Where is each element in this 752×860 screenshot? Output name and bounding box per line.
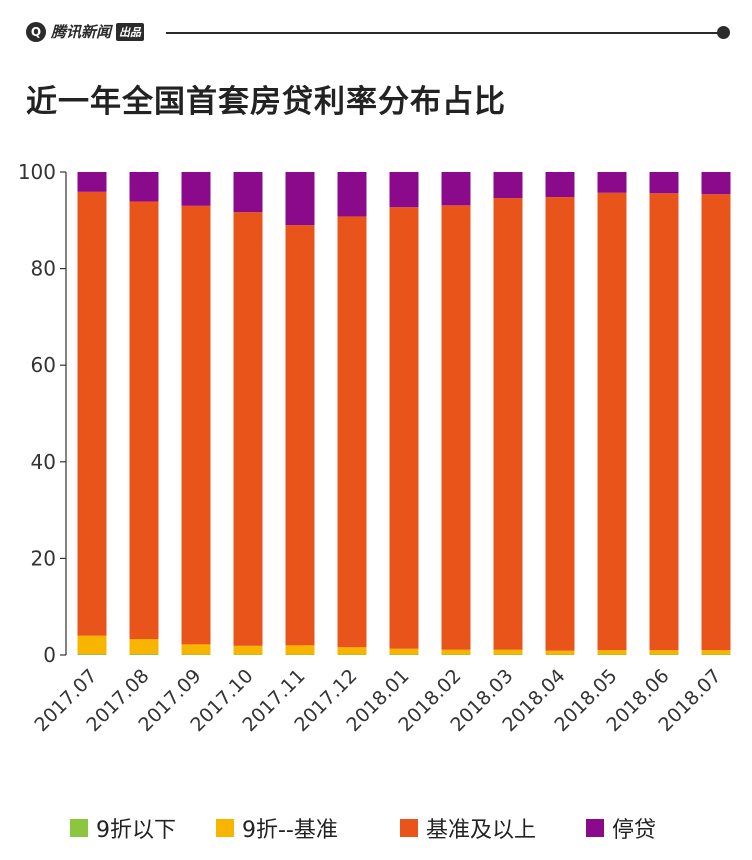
header-bar: Q 腾讯新闻 出品 [0, 0, 752, 66]
legend-item: 基准及以上 [400, 812, 536, 844]
y-tick-label: 40 [31, 450, 56, 474]
bar-segment-4 [181, 172, 211, 206]
bar-segment-2 [441, 649, 471, 655]
bar-segment-3 [441, 205, 471, 650]
header-divider [166, 32, 722, 34]
bar-segment-4 [129, 172, 159, 202]
bar-segment-4 [285, 172, 315, 226]
header-dot [717, 26, 730, 39]
y-tick-label: 100 [18, 160, 56, 184]
legend-item: 停贷 [586, 812, 656, 844]
bar-segment-2 [493, 649, 523, 655]
bar-segment-2 [181, 644, 211, 655]
legend-item: 9折--基准 [216, 812, 338, 844]
bar-segment-3 [493, 198, 523, 650]
legend-label: 9折--基准 [242, 818, 338, 843]
y-tick-label: 60 [31, 353, 56, 377]
bar-segment-2 [649, 650, 679, 655]
logo-icon: Q [26, 21, 46, 42]
legend-item: 9折以下 [70, 812, 176, 844]
legend-label: 基准及以上 [426, 818, 537, 843]
bar-segment-2 [129, 639, 159, 655]
bar-segment-2 [701, 650, 731, 655]
legend-label: 9折以下 [96, 818, 176, 843]
bar-segment-4 [77, 172, 107, 192]
bar-segment-2 [77, 635, 107, 655]
bar-segment-3 [597, 192, 627, 651]
bar-segment-4 [597, 172, 627, 193]
bar-segment-4 [441, 172, 471, 206]
bar-segment-1 [77, 654, 107, 655]
bar-segment-4 [233, 172, 263, 213]
chart-legend: 9折以下 9折--基准 基准及以上 停贷 [0, 806, 752, 844]
bar-segment-2 [285, 645, 315, 655]
legend-swatch [216, 819, 234, 837]
bar-segment-2 [389, 648, 419, 655]
bar-segment-3 [129, 201, 159, 640]
bar-segment-3 [649, 193, 679, 651]
logo-badge: 出品 [116, 22, 145, 41]
bar-segment-4 [545, 172, 575, 198]
y-tick-label: 80 [31, 257, 56, 281]
logo-text: 腾讯新闻 [51, 23, 112, 41]
bar-segment-2 [545, 650, 575, 655]
bar-segment-4 [493, 172, 523, 199]
bar-segment-4 [337, 172, 367, 217]
legend-label: 停贷 [612, 818, 657, 843]
bar-segment-3 [77, 191, 107, 636]
bar-segment-3 [701, 194, 731, 651]
bar-segment-3 [233, 212, 263, 646]
y-tick-label: 0 [43, 643, 56, 667]
brand-logo: Q 腾讯新闻 出品 [26, 21, 145, 42]
chart-title: 近一年全国首套房贷利率分布占比 [26, 84, 506, 120]
bar-segment-1 [129, 654, 159, 655]
bar-segment-4 [701, 172, 731, 195]
bar-segment-3 [285, 225, 315, 646]
legend-swatch [400, 819, 418, 837]
bar-segment-2 [337, 647, 367, 655]
bar-segment-3 [545, 197, 575, 651]
bar-segment-2 [597, 650, 627, 655]
bar-segment-4 [649, 172, 679, 194]
bar-segment-2 [233, 645, 263, 655]
legend-swatch [70, 819, 88, 837]
bar-segment-3 [337, 216, 367, 648]
bar-segment-3 [389, 207, 419, 649]
legend-swatch [586, 819, 604, 837]
stacked-bar-chart: 0204060801002017.072017.082017.092017.10… [18, 160, 731, 736]
y-tick-label: 20 [31, 546, 56, 570]
bar-segment-4 [389, 172, 419, 208]
bar-segment-3 [181, 205, 211, 645]
